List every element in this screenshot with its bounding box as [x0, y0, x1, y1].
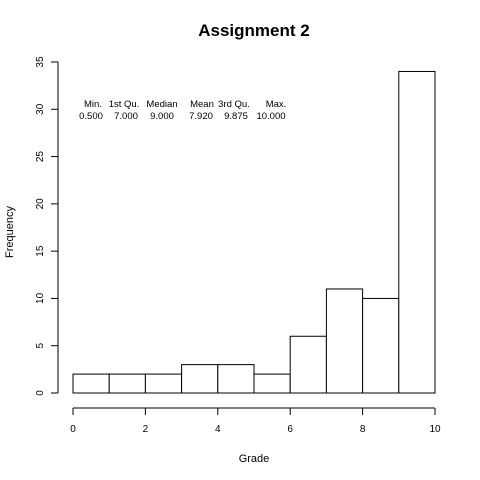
histogram-bar — [398, 70, 436, 394]
histogram-bar — [144, 373, 183, 394]
histogram-bar — [217, 364, 255, 394]
x-tick-label: 6 — [287, 424, 293, 435]
summary-header: Min. — [84, 99, 102, 110]
histogram-bar — [289, 335, 327, 394]
x-tick-label: 2 — [143, 424, 149, 435]
summary-value: 0.500 — [79, 111, 103, 122]
x-tick-label: 0 — [70, 424, 76, 435]
y-tick-label: 5 — [35, 342, 46, 348]
y-tick-label: 25 — [35, 151, 46, 163]
summary-header: Max. — [266, 99, 287, 110]
y-tick-label: 0 — [35, 390, 46, 396]
summary-value: 9.875 — [224, 111, 248, 122]
y-tick-label: 35 — [35, 56, 46, 68]
summary-value: 7.000 — [114, 111, 138, 122]
summary-value: 7.920 — [189, 111, 213, 122]
summary-header: Median — [146, 99, 177, 110]
summary-stats: Min. 1st Qu. Median Mean 3rd Qu. Max. 0.500 7.0… — [79, 99, 286, 122]
y-tick-label: 15 — [35, 245, 46, 257]
x-axis: 0 2 4 6 8 10 — [70, 407, 441, 435]
histogram-bar — [108, 373, 146, 394]
y-axis: 0 5 10 15 20 25 30 35 — [35, 56, 59, 396]
histogram-bar — [325, 288, 364, 394]
histogram-bar — [253, 373, 291, 394]
x-tick-label: 4 — [215, 424, 221, 435]
histogram-bar — [72, 373, 110, 394]
y-tick-label: 10 — [35, 292, 46, 304]
y-axis-title: Frequency — [4, 206, 16, 258]
y-tick-label: 30 — [35, 103, 46, 115]
summary-value: 10.000 — [256, 111, 285, 122]
histogram-bar — [362, 297, 400, 394]
summary-header: 1st Qu. — [109, 99, 140, 110]
summary-header: 3rd Qu. — [218, 99, 250, 110]
y-tick-label: 20 — [35, 198, 46, 210]
chart-title: Assignment 2 — [198, 21, 309, 40]
x-axis-title: Grade — [239, 453, 270, 465]
x-tick-label: 10 — [429, 424, 441, 435]
histogram-bar — [181, 364, 219, 394]
bar-group — [72, 70, 436, 394]
x-tick-label: 8 — [360, 424, 366, 435]
summary-value: 9.000 — [150, 111, 174, 122]
summary-header: Mean — [190, 99, 214, 110]
